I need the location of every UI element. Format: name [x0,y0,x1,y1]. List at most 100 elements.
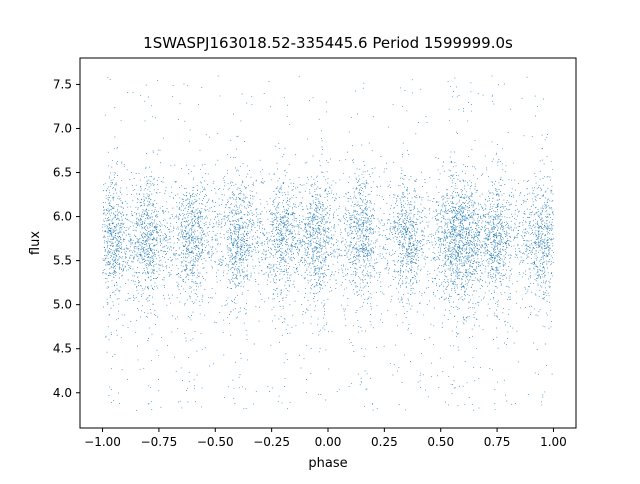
data-point [388,238,390,240]
data-point [141,245,143,247]
data-point [315,242,317,244]
data-point [109,252,111,254]
data-point [519,194,521,196]
data-point [525,249,527,251]
data-point [246,214,248,216]
data-point [239,282,241,284]
data-point [450,200,452,202]
data-point [146,153,148,155]
data-point [453,228,455,230]
data-point [363,165,365,167]
data-point [278,232,280,234]
data-point [440,196,442,198]
data-point [117,203,119,205]
data-point [408,179,410,181]
data-point [530,252,532,254]
data-point [330,192,332,194]
data-point [547,202,548,204]
data-point [227,230,229,232]
data-point [436,230,438,232]
data-point [273,263,275,265]
data-point [276,162,278,164]
data-point [232,209,234,211]
data-point [183,279,185,280]
data-point [539,244,541,246]
data-point [311,204,313,206]
data-point [458,217,460,219]
data-point [488,263,490,265]
data-point [475,168,477,170]
data-point [285,194,286,196]
data-point [112,235,114,237]
data-point [539,309,541,311]
data-point [454,249,456,251]
data-point [205,260,207,262]
data-point [197,240,199,242]
data-point [353,221,355,223]
data-point [459,278,461,280]
data-point [151,209,153,211]
data-point [149,253,151,255]
data-point [473,290,475,292]
data-point [280,292,282,294]
data-point [308,188,310,190]
data-point [184,303,186,305]
data-point [323,317,324,319]
data-point [319,242,321,243]
data-point [366,238,368,240]
data-point [493,236,495,238]
data-point [131,242,133,244]
data-point [376,291,378,293]
data-point [329,279,331,281]
data-point [241,205,243,207]
data-point [508,226,510,228]
data-point [400,271,402,273]
data-point [130,238,132,240]
data-point [350,266,351,268]
data-point [529,212,531,213]
data-point [405,234,407,236]
data-point [503,205,505,207]
data-point [192,237,194,238]
data-point [369,220,371,222]
data-point [130,244,132,246]
data-point [184,244,186,246]
data-point [451,217,453,219]
data-point [286,252,288,254]
data-point [487,271,489,273]
data-point [526,243,527,245]
data-point [213,253,215,255]
data-point [118,318,120,320]
data-point [450,305,452,307]
data-point [191,279,193,281]
data-point [481,246,483,248]
data-point [456,251,458,253]
data-point [393,216,395,218]
data-point [454,231,456,233]
data-point [523,243,525,245]
data-point [469,256,471,258]
data-point [477,232,479,234]
data-point [189,235,191,237]
data-point [530,262,532,264]
data-point [212,227,214,229]
data-point [146,232,148,234]
data-point [486,315,488,317]
data-point [346,241,348,243]
data-point [196,201,197,203]
data-point [158,177,160,179]
data-point [280,185,282,187]
data-point [447,237,449,239]
data-point [128,297,130,299]
data-point [128,248,130,250]
data-point [147,287,148,289]
data-point [361,200,363,202]
data-point [208,251,210,253]
data-point [470,199,472,201]
data-point [346,273,348,274]
data-point [451,250,453,252]
data-point [140,186,142,188]
data-point [211,297,213,299]
data-point [114,264,116,266]
data-point [472,210,474,212]
